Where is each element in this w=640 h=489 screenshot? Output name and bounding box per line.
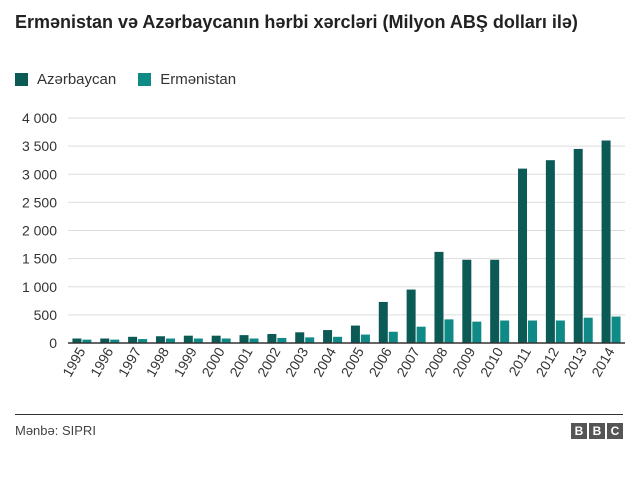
x-tick-label: 1995 — [59, 344, 89, 379]
bar-armenia — [305, 337, 315, 343]
legend: Azərbaycan Ermənistan — [15, 71, 258, 88]
y-tick-label: 2 500 — [22, 194, 57, 210]
x-tick-label: 2000 — [198, 344, 228, 379]
bar-azerbaijan — [462, 259, 472, 343]
legend-item-azerbaijan: Azərbaycan — [15, 71, 116, 88]
bar-armenia — [500, 320, 510, 343]
x-tick-label: 1999 — [170, 344, 200, 379]
y-tick-label: 0 — [49, 335, 57, 351]
bbc-logo-letter: B — [571, 423, 587, 439]
bar-azerbaijan — [295, 332, 305, 343]
y-tick-label: 3 500 — [22, 138, 57, 154]
footer-divider — [15, 414, 623, 415]
bar-armenia — [277, 337, 287, 343]
bbc-logo-letter: C — [607, 423, 623, 439]
bar-armenia — [333, 336, 343, 343]
x-tick-label: 2011 — [505, 344, 534, 378]
bar-armenia — [611, 316, 621, 343]
bar-azerbaijan — [490, 259, 500, 343]
bbc-logo-letter: B — [589, 423, 605, 439]
bar-armenia — [82, 339, 92, 343]
x-tick-label: 2012 — [533, 344, 563, 379]
y-tick-label: 1 500 — [22, 251, 57, 267]
bar-azerbaijan — [155, 336, 165, 343]
bar-azerbaijan — [378, 301, 388, 343]
y-tick-label: 3 000 — [22, 166, 57, 182]
bar-armenia — [193, 338, 203, 343]
bar-armenia — [110, 339, 120, 343]
x-tick-label: 2013 — [560, 344, 590, 379]
bar-armenia — [416, 326, 426, 343]
bbc-logo: B B C — [569, 423, 623, 439]
y-tick-label: 4 000 — [22, 110, 57, 126]
x-tick-label: 2008 — [421, 344, 451, 379]
bar-azerbaijan — [434, 251, 444, 343]
y-tick-label: 2 000 — [22, 223, 57, 239]
x-tick-label: 2014 — [588, 344, 618, 379]
legend-swatch-armenia — [138, 73, 152, 86]
legend-label-armenia: Ermənistan — [160, 71, 237, 88]
bar-azerbaijan — [518, 168, 528, 343]
x-tick-label: 2009 — [449, 344, 479, 379]
chart-title: Ermənistan və Azərbaycanın hərbi xərclər… — [15, 12, 578, 32]
x-tick-label: 2006 — [365, 344, 395, 379]
x-tick-label: 1996 — [87, 344, 117, 379]
x-tick-label: 1998 — [143, 344, 173, 379]
source-note: Mənbə: SIPRI — [15, 423, 96, 438]
x-tick-label: 1997 — [115, 344, 145, 379]
bar-armenia — [249, 338, 259, 343]
legend-item-armenia: Ermənistan — [138, 71, 236, 88]
bar-azerbaijan — [128, 336, 138, 343]
x-tick-label: 2007 — [393, 344, 423, 379]
x-tick-label: 2002 — [254, 344, 284, 379]
bar-azerbaijan — [100, 338, 110, 343]
bar-armenia — [165, 338, 175, 343]
bar-azerbaijan — [350, 325, 360, 343]
bar-azerbaijan — [573, 148, 583, 343]
legend-swatch-azerbaijan — [15, 73, 28, 86]
bar-armenia — [138, 339, 148, 343]
x-tick-label: 2005 — [338, 344, 368, 379]
bar-armenia — [444, 319, 454, 343]
bar-azerbaijan — [601, 140, 611, 343]
x-tick-label: 2001 — [226, 344, 256, 379]
bar-armenia — [528, 320, 538, 343]
legend-label-azerbaijan: Azərbaycan — [37, 71, 117, 88]
bar-azerbaijan — [239, 335, 249, 343]
bar-azerbaijan — [406, 289, 416, 343]
bar-armenia — [360, 334, 370, 343]
bar-azerbaijan — [183, 335, 193, 343]
bar-armenia — [472, 321, 482, 343]
y-tick-label: 1 000 — [22, 279, 57, 295]
bar-armenia — [583, 317, 593, 343]
bar-chart: 0 500 1 000 1 500 2 000 2 500 3 000 3 500 4 000 1… — [22, 110, 625, 379]
bar-azerbaijan — [323, 330, 333, 343]
bar-armenia — [221, 338, 231, 343]
x-tick-label: 2004 — [310, 344, 340, 379]
bar-azerbaijan — [545, 160, 555, 343]
bar-armenia — [388, 331, 398, 343]
bar-azerbaijan — [211, 335, 221, 343]
bar-azerbaijan — [72, 338, 82, 343]
bar-armenia — [555, 320, 565, 343]
y-tick-label: 500 — [34, 307, 58, 323]
x-tick-label: 2010 — [477, 344, 507, 379]
x-tick-label: 2003 — [282, 344, 312, 379]
bar-azerbaijan — [267, 334, 277, 343]
